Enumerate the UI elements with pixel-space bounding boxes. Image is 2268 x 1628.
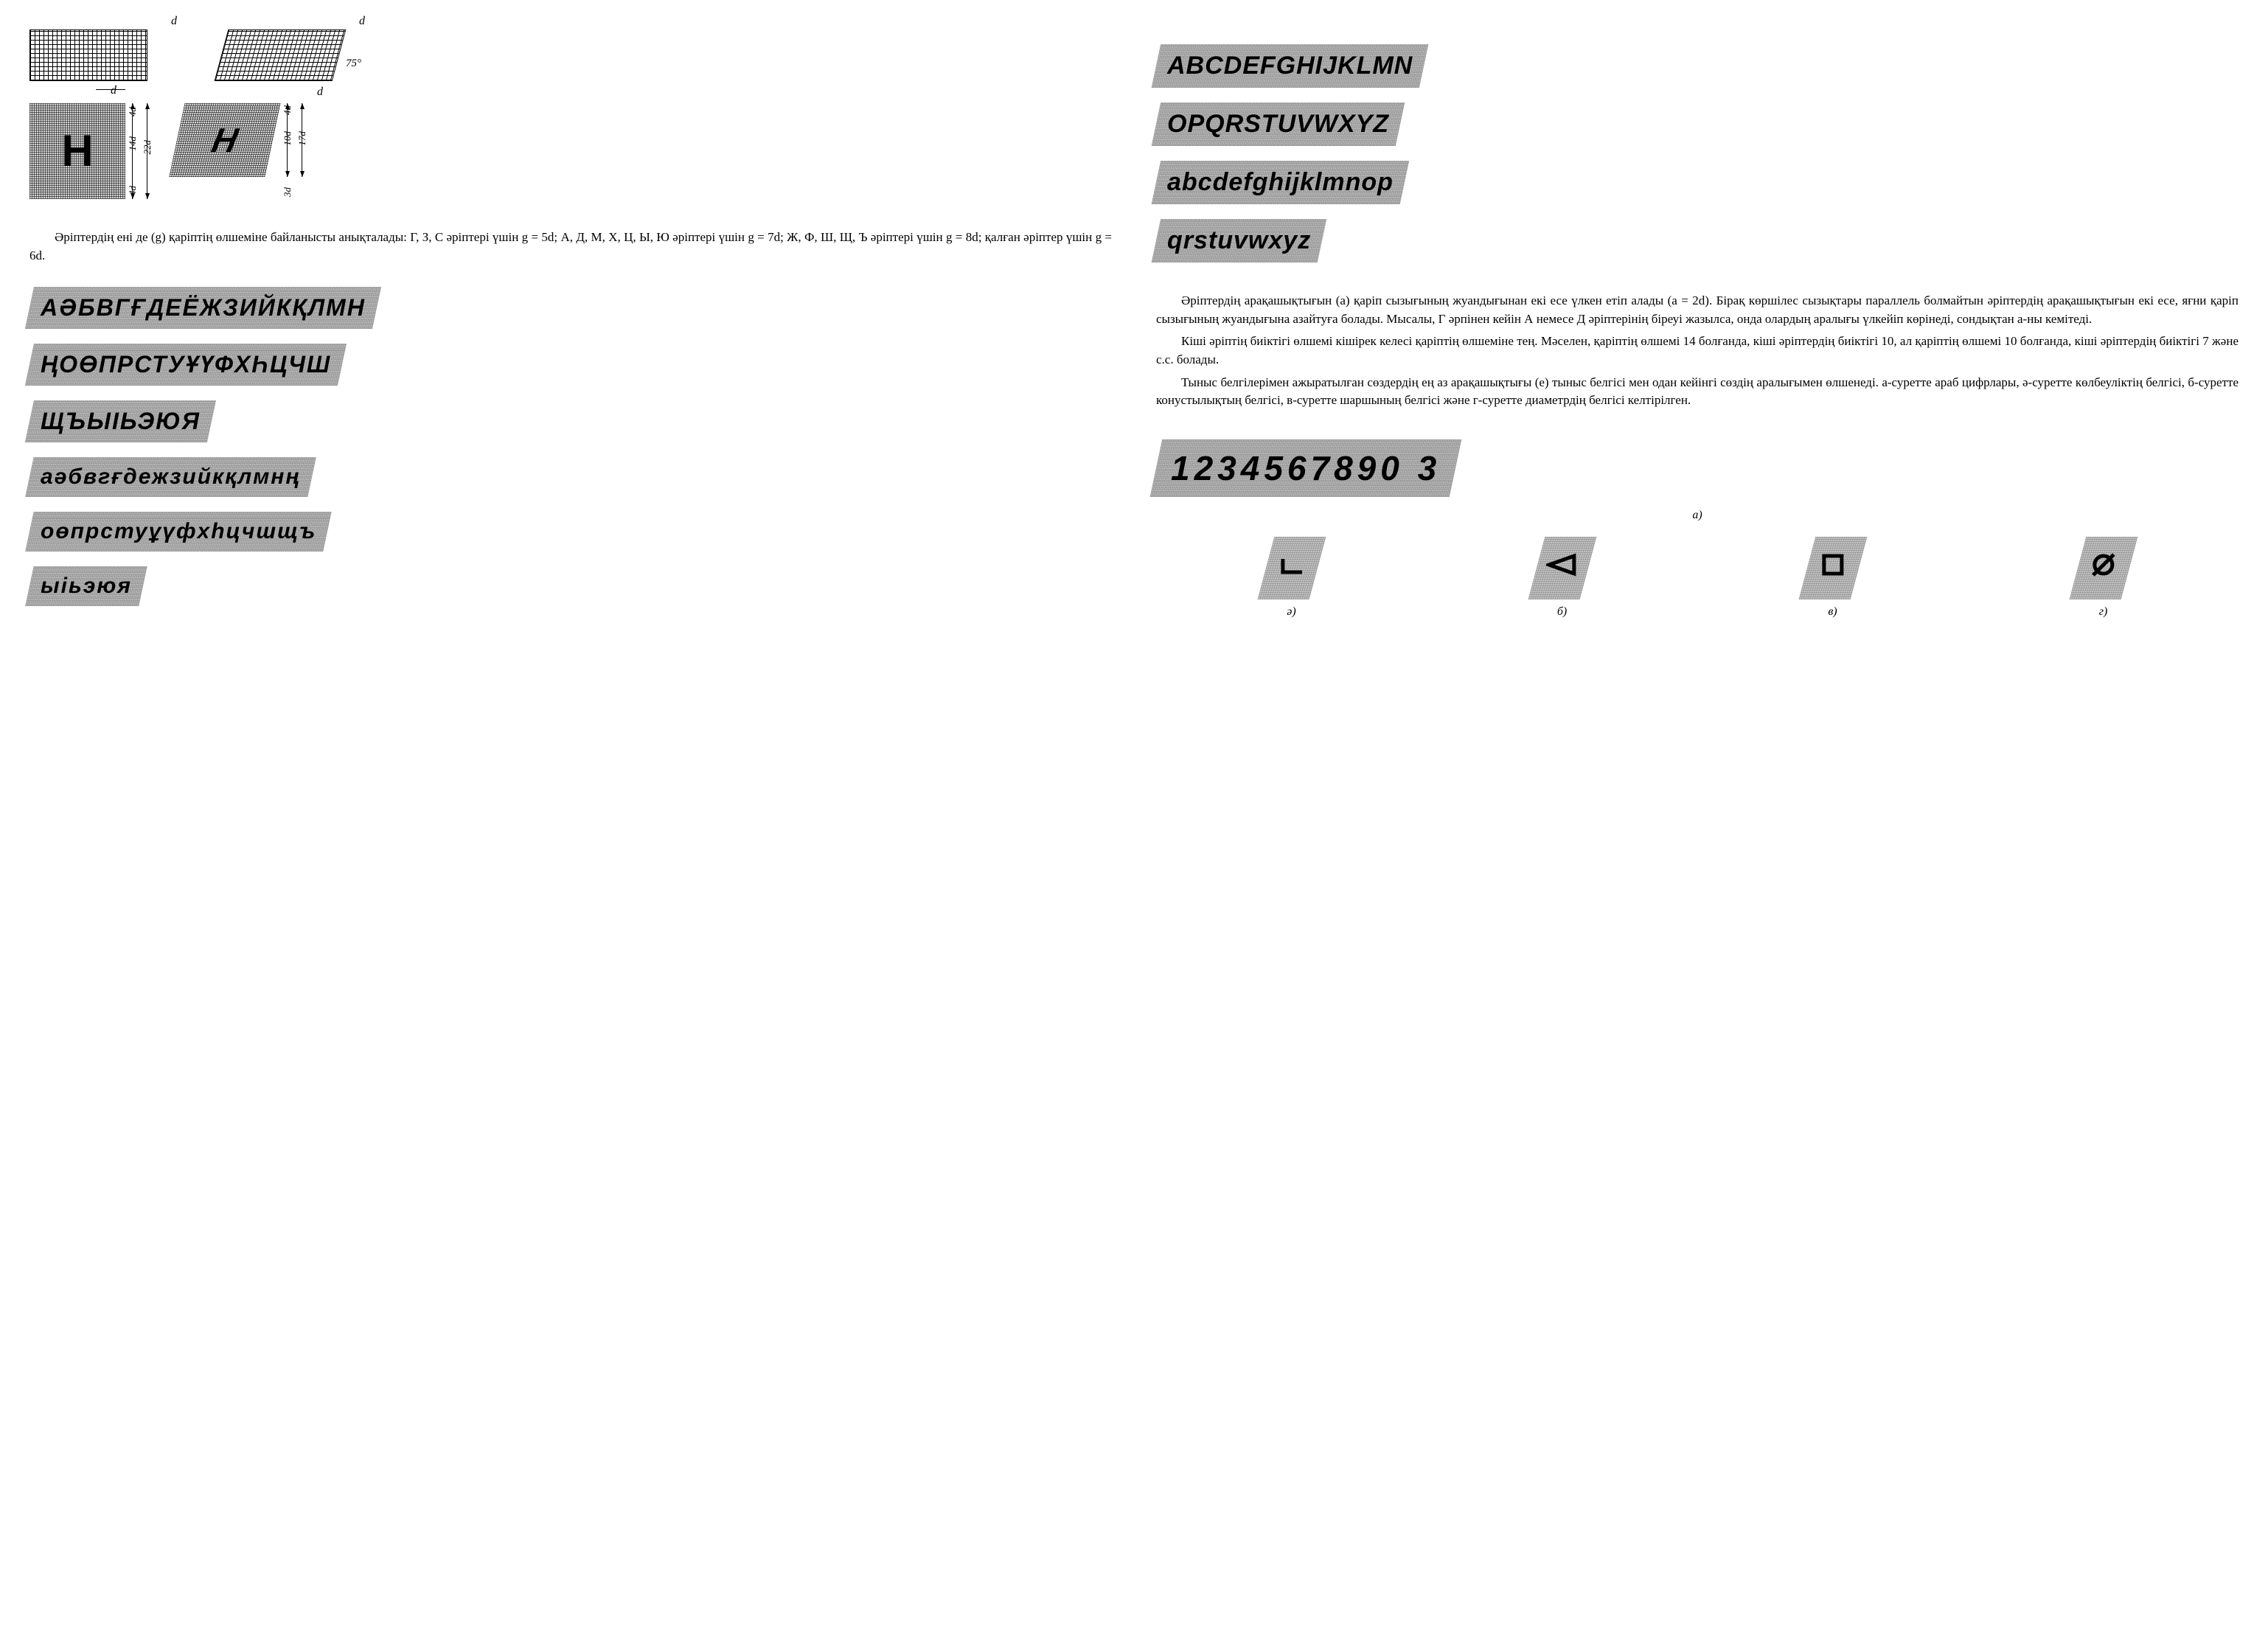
alpha-text: ҢОӨПРСТУҰҮФХҺЦЧШ: [41, 351, 331, 378]
alpha-text: OPQRSTUVWXYZ: [1167, 110, 1389, 139]
d-label: d: [317, 86, 323, 99]
number-text: 1234567890 3: [1171, 448, 1441, 488]
symbol-label: б): [1537, 605, 1588, 619]
paragraph-text: Тыныс белгілерімен ажыратылған сөздердің…: [1156, 374, 2239, 410]
paragraph-text: Әріптердің ені де (g) қаріптің өлшеміне …: [29, 229, 1112, 265]
symbol-row: ә) б) в) г): [1156, 537, 2239, 619]
alpha-strip: оөпрстуұүфхһцчшщъ: [25, 512, 332, 552]
right-column: ABCDEFGHIJKLMN OPQRSTUVWXYZ abcdefghijkl…: [1156, 29, 2239, 619]
alpha-text: ЩЪЫІЬЭЮЯ: [41, 408, 201, 435]
skew-grid-box: d 75° d: [206, 29, 354, 81]
alpha-text: АӘБВГҒДЕЁЖЗИЙКҚЛМН: [41, 294, 366, 321]
alpha-text: оөпрстуұүфхһцчшщъ: [41, 519, 316, 544]
alpha-strip: ЩЪЫІЬЭЮЯ: [25, 400, 216, 442]
alpha-text: ABCDEFGHIJKLMN: [1167, 52, 1413, 80]
numbers-block: 1234567890 3 a): [1156, 425, 2239, 522]
h-box-slant: Н 4d 10d 3d 17d: [177, 103, 273, 199]
ortho-grid-box: d d: [29, 29, 162, 81]
cyrillic-strips: АӘБВГҒДЕЁЖЗИЙКҚЛМН ҢОӨПРСТУҰҮФХҺЦЧШ ЩЪЫІ…: [29, 279, 1112, 613]
sample-letter: Н: [209, 123, 240, 157]
diameter-icon: [2089, 549, 2118, 586]
h-letter-boxes: Н 4d 14d 4d 22d Н 4d 10d 3d 17d: [29, 103, 1112, 199]
alpha-text: аәбвгғдежзийкқлмнң: [41, 465, 301, 490]
symbol-slope: ә): [1266, 537, 1318, 619]
number-strip: 1234567890 3: [1150, 439, 1462, 497]
angle-label: 75°: [346, 58, 361, 70]
paragraph-spacing: Әріптердің арақашықтығын (a) қаріп сызығ…: [1156, 292, 2239, 410]
grid-diagrams: d d d 75° d: [29, 29, 1112, 81]
alpha-strip: ABCDEFGHIJKLMN: [1152, 44, 1429, 88]
alpha-text: abcdefghijklmnop: [1167, 168, 1394, 197]
alpha-text: ыіьэюя: [41, 574, 132, 599]
alpha-strip: abcdefghijklmnop: [1152, 161, 1409, 204]
dim-22d: 22d: [142, 140, 153, 155]
alpha-strip: qrstuvwxyz: [1152, 219, 1327, 262]
symbol-diameter: г): [2078, 537, 2129, 619]
alpha-text: qrstuvwxyz: [1167, 226, 1311, 255]
alpha-strip: аәбвгғдежзийкқлмнң: [25, 457, 316, 497]
symbol-square: в): [1807, 537, 1859, 619]
alpha-strip: АӘБВГҒДЕЁЖЗИЙКҚЛМН: [25, 287, 381, 329]
symbol-label: г): [2078, 605, 2129, 619]
paragraph-widths: Әріптердің ені де (g) қаріптің өлшеміне …: [29, 229, 1112, 265]
alpha-strip: OPQRSTUVWXYZ: [1152, 102, 1405, 146]
d-label: d: [171, 15, 177, 28]
h-box-upright: Н 4d 14d 4d 22d: [29, 103, 125, 199]
d-label: d: [111, 84, 116, 97]
dim-10d: 10d: [282, 131, 293, 146]
symbol-label: в): [1807, 605, 1859, 619]
dim-14d: 14d: [127, 136, 139, 151]
fig-label-a: a): [1156, 509, 2239, 522]
square-icon: [1818, 549, 1848, 586]
left-column: d d d 75° d Н 4d 14d 4d 22d Н 4d: [29, 29, 1112, 619]
symbol-taper: б): [1537, 537, 1588, 619]
dim-3d: 3d: [282, 187, 293, 197]
symbol-label: ә): [1266, 605, 1318, 619]
alpha-strip: ыіьэюя: [25, 566, 147, 606]
paragraph-text: Әріптердің арақашықтығын (a) қаріп сызығ…: [1156, 292, 2239, 328]
paragraph-text: Кіші әріптің биіктігі өлшемі кішірек кел…: [1156, 333, 2239, 369]
slope-icon: [1277, 549, 1307, 586]
sample-letter: Н: [61, 129, 93, 173]
alpha-strip: ҢОӨПРСТУҰҮФХҺЦЧШ: [25, 344, 347, 386]
latin-strips: ABCDEFGHIJKLMN OPQRSTUVWXYZ abcdefghijkl…: [1156, 37, 2239, 270]
dim-17d: 17d: [296, 131, 308, 146]
taper-icon: [1546, 549, 1579, 586]
d-label: d: [359, 15, 365, 28]
